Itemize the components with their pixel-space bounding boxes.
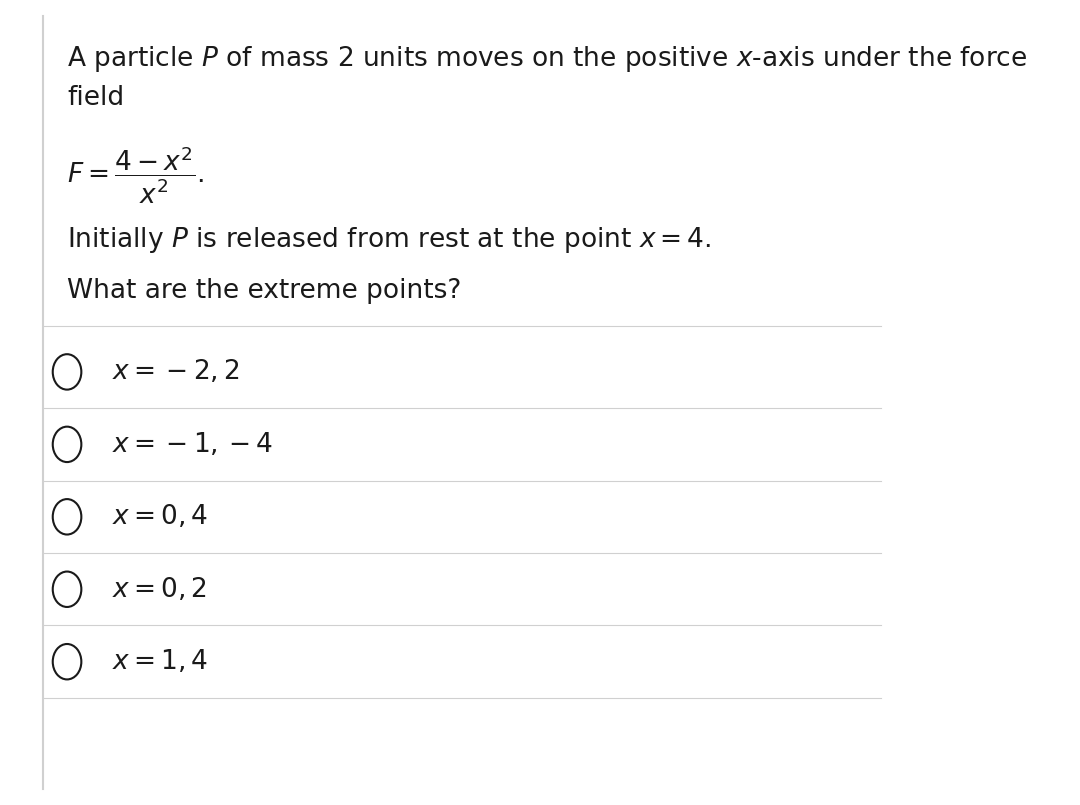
Text: $x = 1, 4$: $x = 1, 4$ — [111, 648, 208, 675]
Text: $x = -2, 2$: $x = -2, 2$ — [111, 358, 239, 386]
Text: What are the extreme points?: What are the extreme points? — [67, 278, 461, 303]
Text: $x = -1, -4$: $x = -1, -4$ — [111, 431, 273, 458]
Text: $x = 0, 4$: $x = 0, 4$ — [111, 503, 208, 530]
Text: A particle $P$ of mass 2 units moves on the positive $x$-axis under the force: A particle $P$ of mass 2 units moves on … — [67, 44, 1027, 74]
Text: $x = 0, 2$: $x = 0, 2$ — [111, 576, 207, 603]
Text: $F = \dfrac{4-x^2}{x^2}.$: $F = \dfrac{4-x^2}{x^2}.$ — [67, 145, 204, 206]
Text: Initially $P$ is released from rest at the point $x = 4$.: Initially $P$ is released from rest at t… — [67, 225, 712, 255]
Text: field: field — [67, 85, 124, 110]
